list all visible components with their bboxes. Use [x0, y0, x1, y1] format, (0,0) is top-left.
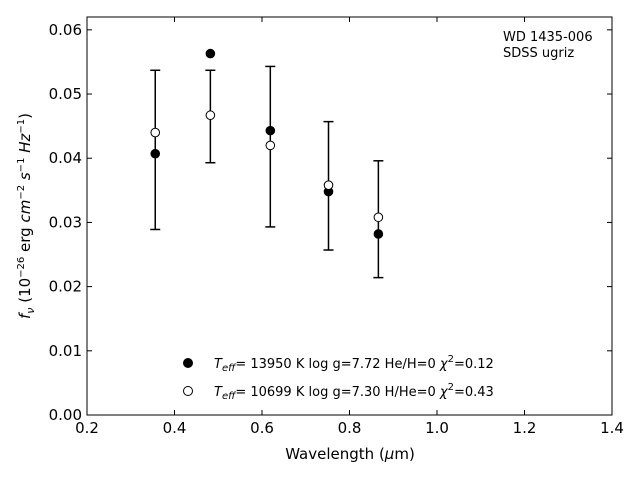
y-axis-ticks: 0.00 0.01 0.02 0.03 0.04 0.05 0.06 [49, 21, 612, 424]
legend-marker-filled [183, 358, 193, 368]
x-tick-label: 0.8 [338, 419, 362, 437]
data-points [150, 48, 384, 239]
x-tick-label: 0.4 [163, 419, 187, 437]
y-axis-title: fν (10−26 erg cm−2 s−1 Hz−1) [16, 113, 37, 319]
x-tick-label: 0.6 [250, 419, 274, 437]
data-point-filled [265, 125, 276, 136]
x-tick-label: 1.2 [513, 419, 537, 437]
data-point-open [265, 140, 276, 151]
x-axis-ticks: 0.2 0.4 0.6 0.8 1.0 1.2 1.4 [75, 17, 624, 437]
annotation-object-name: WD 1435-006 [503, 30, 593, 45]
y-tick-label: 0.03 [49, 213, 82, 231]
x-axis-title: Wavelength (μm) [285, 445, 415, 463]
plot-border [86, 16, 613, 416]
data-point-open [323, 180, 334, 190]
y-tick-label: 0.02 [49, 278, 82, 296]
data-point-filled [373, 229, 384, 239]
legend-label-model-2: Teff= 10699 K log g=7.30 H/He=0 χ2=0.43 [214, 382, 494, 402]
x-tick-label: 0.2 [75, 419, 99, 437]
legend-marker-open [183, 386, 193, 396]
data-point-filled [205, 48, 216, 59]
legend: Teff= 13950 K log g=7.72 He/H=0 χ2=0.12 … [183, 354, 494, 402]
legend-label-model-1: Teff= 13950 K log g=7.72 He/H=0 χ2=0.12 [214, 354, 494, 374]
y-tick-label: 0.04 [49, 149, 82, 167]
y-tick-label: 0.06 [49, 21, 82, 39]
y-tick-label: 0.01 [49, 342, 82, 360]
annotation-survey: SDSS ugriz [503, 46, 574, 61]
data-point-open [150, 127, 161, 138]
plot-frame [86, 16, 613, 416]
data-point-filled [150, 148, 161, 159]
x-tick-label: 1.0 [425, 419, 449, 437]
x-tick-label: 1.4 [600, 419, 624, 437]
y-tick-label: 0.05 [49, 85, 82, 103]
data-point-open [373, 212, 384, 223]
data-point-open [205, 110, 216, 121]
y-tick-label: 0.00 [49, 406, 82, 424]
error-bars [150, 65, 384, 279]
